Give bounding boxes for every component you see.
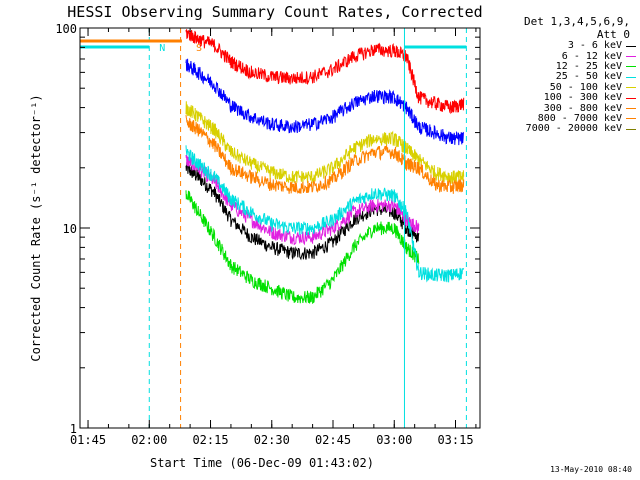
x-tick-label: 03:15	[437, 433, 473, 447]
legend-swatch	[626, 66, 636, 68]
legend-label: 25 - 50 keV	[555, 71, 622, 83]
series-line	[185, 145, 465, 283]
x-tick-label: 02:45	[315, 433, 351, 447]
legend-swatch	[626, 87, 636, 89]
legend-title-line: Det 1,3,4,5,6,9,	[524, 15, 630, 28]
legend-entry: 25 - 50 keV	[482, 72, 638, 82]
annotation-label: N	[159, 43, 165, 54]
x-tick-label: 03:00	[376, 433, 412, 447]
footer-timestamp: 13-May-2010 08:40	[550, 465, 632, 474]
legend-label: 3 - 6 keV	[567, 40, 622, 52]
y-axis-label: Corrected Count Rate (s⁻¹ detector⁻¹)	[29, 94, 43, 361]
legend-label: 12 - 25 keV	[555, 60, 622, 72]
series-layer	[185, 29, 465, 304]
series-line	[185, 58, 465, 146]
legend-swatch	[626, 118, 636, 120]
legend-entry: 12 - 25 keV	[482, 60, 638, 72]
y-tick-label: 100	[55, 22, 77, 36]
series-line	[185, 115, 465, 195]
annotation-label: S	[196, 43, 202, 54]
legend-entry: 3 - 6 keV	[482, 41, 638, 51]
chart-title: HESSI Observing Summary Count Rates, Cor…	[67, 3, 482, 21]
legend-swatch	[626, 108, 636, 110]
series-line	[185, 101, 465, 184]
legend-swatch	[626, 97, 636, 99]
legend-swatch	[626, 45, 636, 47]
legend-entry: 100 - 300 keV	[482, 93, 638, 103]
legend-label: 300 - 800 keV	[543, 102, 622, 114]
y-tick-label: 1	[70, 422, 77, 436]
legend-title-line: Att 0	[596, 28, 630, 41]
x-tick-label: 02:15	[192, 433, 228, 447]
x-tick-label: 01:45	[70, 433, 106, 447]
x-axis-label: Start Time (06-Dec-09 01:43:02)	[150, 456, 374, 470]
legend-label: 50 - 100 keV	[549, 81, 622, 93]
legend-label: 6 - 12 keV	[561, 50, 622, 62]
legend-entry: 300 - 800 keV	[482, 103, 638, 113]
legend-entry: 6 - 12 keV	[482, 51, 638, 61]
legend: 3 - 6 keV 6 - 12 keV 12 - 25 keV 25 - 50 ke…	[482, 41, 638, 135]
legend-entry: 50 - 100 keV	[482, 81, 638, 93]
legend-label: 7000 - 20000 keV	[525, 123, 622, 135]
legend-entry: 800 - 7000 keV	[482, 112, 638, 124]
legend-title: Det 1,3,4,5,6,9, Att 0	[480, 15, 630, 41]
legend-label: 800 - 7000 keV	[537, 112, 622, 124]
y-tick-label: 10	[63, 222, 77, 236]
legend-swatch	[626, 76, 636, 78]
legend-swatch	[626, 128, 636, 130]
series-line	[185, 190, 420, 304]
legend-label: 100 - 300 keV	[543, 92, 622, 104]
axes-layer: 01:45 02:00 02:15 02:30 02:45 03:00 03:15 1 10 10…	[55, 22, 480, 447]
legend-entry: 7000 - 20000 keV	[482, 124, 638, 134]
legend-swatch	[626, 56, 636, 58]
x-tick-label: 02:00	[131, 433, 167, 447]
x-tick-label: 02:30	[254, 433, 290, 447]
series-line	[185, 29, 465, 115]
